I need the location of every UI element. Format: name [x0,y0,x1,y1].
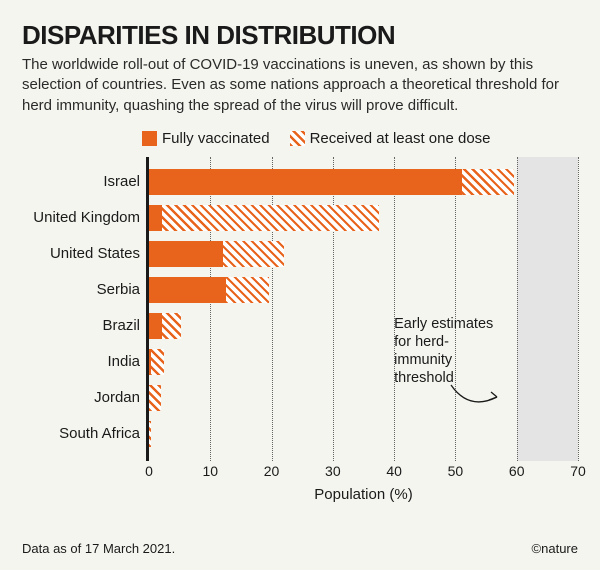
footer-date: Data as of 17 March 2021. [22,541,175,556]
footer: Data as of 17 March 2021. ©nature [22,541,578,556]
bar-full [149,277,226,303]
y-labels: Israel United Kingdom United States Serbia B… [22,157,146,461]
country-label: United States [50,241,140,267]
x-tick: 40 [386,463,402,479]
country-label: Jordan [94,385,140,411]
country-label: Serbia [97,277,140,303]
footer-credit: ©nature [532,541,578,556]
x-tick: 50 [448,463,464,479]
grid-line [455,157,456,461]
country-label: South Africa [59,421,140,447]
bar-row [149,169,578,195]
x-tick: 60 [509,463,525,479]
grid-line [394,157,395,461]
bar-full [149,313,162,339]
x-tick: 70 [570,463,586,479]
bar-row [149,349,578,375]
bar-row [149,205,578,231]
legend-label-full: Fully vaccinated [162,130,270,147]
x-axis-label: Population (%) [149,486,578,503]
bar-one-dose [149,385,161,411]
bar-one-dose [149,421,151,447]
bar-row [149,277,578,303]
x-tick: 10 [202,463,218,479]
bar-full [149,349,151,375]
bar-row [149,385,578,411]
grid-line [272,157,273,461]
legend-swatch-one [290,131,305,146]
grid-line [210,157,211,461]
country-label: United Kingdom [33,205,140,231]
grid-line [517,157,518,461]
arrow-icon [449,381,509,415]
chart-title: DISPARITIES IN DISTRIBUTION [22,20,578,51]
x-tick: 0 [145,463,153,479]
herd-immunity-note: Early estimates for herd-immunity thresh… [394,315,504,388]
x-tick: 20 [264,463,280,479]
herd-immunity-band [517,157,578,461]
x-ticks: 010203040506070 [149,461,578,481]
bar-row [149,421,578,447]
bar-row [149,313,578,339]
plot-area: Early estimates for herd-immunity thresh… [146,157,578,461]
grid-line [578,157,579,461]
legend-one-dose: Received at least one dose [290,130,491,147]
legend-full: Fully vaccinated [142,130,270,147]
x-tick: 30 [325,463,341,479]
grid-line [333,157,334,461]
chart: Israel United Kingdom United States Serbia B… [22,157,578,461]
country-label: Israel [103,169,140,195]
country-label: India [107,349,140,375]
legend: Fully vaccinated Received at least one d… [142,130,578,147]
bar-full [149,169,462,195]
bar-full [149,205,162,231]
bar-one-dose [149,205,379,231]
chart-subtitle: The worldwide roll-out of COVID-19 vacci… [22,55,578,116]
legend-label-one: Received at least one dose [310,130,491,147]
bar-row [149,241,578,267]
legend-swatch-full [142,131,157,146]
bar-full [149,241,223,267]
country-label: Brazil [102,313,140,339]
